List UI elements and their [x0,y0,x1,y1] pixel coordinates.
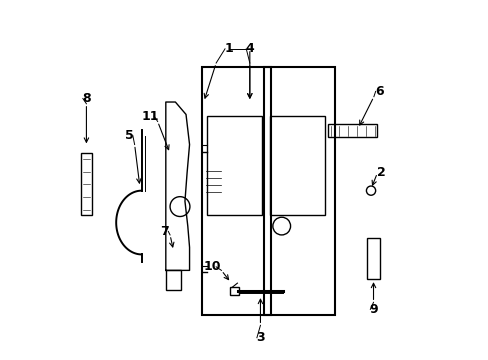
Text: 5: 5 [124,129,133,142]
Bar [366,238,380,279]
Text: 4: 4 [245,42,254,55]
Text: 8: 8 [82,92,91,105]
Bar [327,124,377,138]
Text: 3: 3 [256,331,264,344]
Text: 11: 11 [142,110,159,123]
Text: 2: 2 [376,166,385,179]
Bar [81,153,92,215]
Bar [165,270,181,290]
Text: 7: 7 [160,225,169,238]
Bar [207,116,262,215]
Text: 9: 9 [369,303,377,316]
Bar [264,67,334,315]
Text: 6: 6 [374,85,383,98]
Bar [269,116,325,215]
Bar [230,287,239,295]
Text: 1: 1 [224,42,232,55]
Bar [202,67,270,315]
Text: 10: 10 [203,260,221,273]
